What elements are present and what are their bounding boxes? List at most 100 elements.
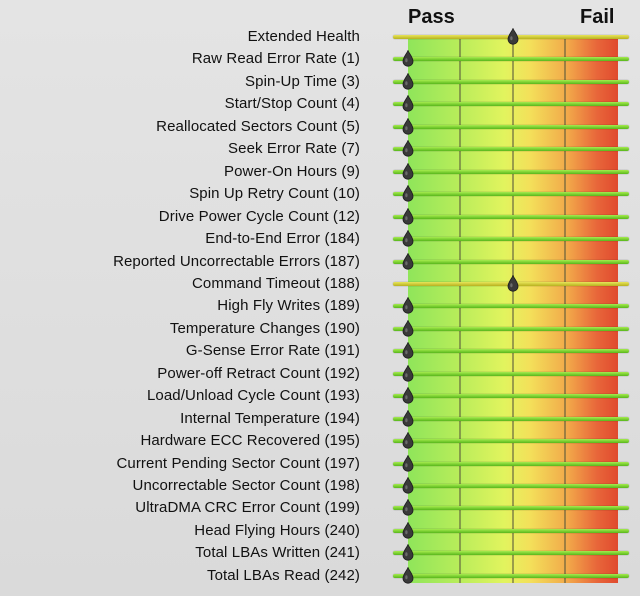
attribute-row[interactable]: UltraDMA CRC Error Count (199) [0,497,640,519]
health-bar [393,326,629,331]
drop-pin-icon [507,28,519,45]
attribute-row[interactable]: High Fly Writes (189) [0,295,640,317]
drop-pin-icon [402,387,414,404]
health-bar [393,484,629,488]
drop-pin-icon [402,544,414,561]
drop-pin-icon [402,319,414,337]
attribute-row[interactable]: Load/Unload Cycle Count (193) [0,385,640,407]
attribute-row[interactable]: Current Pending Sector Count (197) [0,453,640,475]
attribute-label: Uncorrectable Sector Count (198) [132,477,360,494]
fail-header: Fail [580,6,615,28]
drop-pin-icon [402,207,414,225]
health-bar [393,551,629,556]
drop-pin-icon [402,477,414,494]
attribute-label: Internal Temperature (194) [180,409,360,427]
attribute-row[interactable]: End-to-End Error (184) [0,228,640,250]
attribute-row[interactable]: Raw Read Error Rate (1) [0,48,640,70]
attribute-label: Head Flying Hours (240) [194,521,360,539]
attribute-row[interactable]: Extended Health [0,26,640,48]
attribute-row[interactable]: Spin-Up Time (3) [0,71,640,93]
attribute-row[interactable]: Reallocated Sectors Count (5) [0,116,640,138]
attribute-row[interactable]: Start/Stop Count (4) [0,93,640,115]
attribute-label: Total LBAs Written (241) [195,544,360,562]
attribute-row[interactable]: Command Timeout (188) [0,273,640,295]
health-bar [393,102,629,107]
attribute-row[interactable]: Total LBAs Read (242) [0,565,640,587]
attribute-row[interactable]: Head Flying Hours (240) [0,520,640,542]
attribute-row[interactable]: Reported Uncorrectable Errors (187) [0,251,640,273]
health-bar [393,573,629,578]
health-bar [393,169,629,174]
attribute-label: Raw Read Error Rate (1) [191,50,360,68]
attribute-row[interactable]: Power-off Retract Count (192) [0,363,640,385]
drop-pin-icon [402,297,414,314]
attribute-row[interactable]: Drive Power Cycle Count (12) [0,206,640,228]
health-bar [393,79,629,84]
health-bar [393,124,629,129]
drop-pin-icon [402,364,414,382]
health-bar [393,461,629,466]
health-bar [393,214,629,219]
attribute-label: High Fly Writes (189) [217,297,360,315]
health-bar [393,371,629,376]
drop-pin-icon [402,72,414,90]
health-bar [393,304,629,309]
health-bar [393,147,629,152]
drop-pin-icon [402,566,414,584]
attribute-label: G-Sense Error Rate (191) [185,342,360,360]
drop-pin-icon [402,521,414,539]
attribute-label: Spin-Up Time (3) [245,72,360,90]
attribute-label: Power-On Hours (9) [223,162,360,180]
health-bar [393,349,629,354]
attribute-label: Current Pending Sector Count (197) [116,454,360,472]
attribute-label: Load/Unload Cycle Count (193) [146,387,360,405]
attribute-row[interactable]: Power-On Hours (9) [0,161,640,183]
health-bar [393,528,629,533]
attribute-label: Spin Up Retry Count (10) [189,185,360,203]
attribute-row[interactable]: G-Sense Error Rate (191) [0,340,640,362]
attribute-label: Reported Uncorrectable Errors (187) [113,252,360,270]
health-bar [393,237,629,242]
drop-pin-icon [402,252,414,270]
attribute-label: Extended Health [247,28,360,45]
attribute-label: End-to-End Error (184) [205,230,360,248]
attribute-label: Hardware ECC Recovered (195) [140,432,360,450]
health-bar [393,259,629,264]
health-bar [393,394,629,399]
health-bar [393,416,629,421]
attribute-label: Temperature Changes (190) [169,319,360,337]
attribute-row[interactable]: Uncorrectable Sector Count (198) [0,475,640,497]
drop-pin-icon [402,140,414,157]
attribute-row[interactable]: Internal Temperature (194) [0,408,640,430]
attribute-label: Seek Error Rate (7) [228,140,360,158]
health-bar [393,506,629,511]
drop-pin-icon [402,230,414,247]
drop-pin-icon [402,162,414,180]
drop-pin-icon [402,409,414,427]
drop-pin-icon [507,274,519,292]
attribute-row[interactable]: Total LBAs Written (241) [0,542,640,564]
attribute-label: UltraDMA CRC Error Count (199) [135,499,360,517]
drop-pin-icon [402,95,414,112]
attribute-label: Start/Stop Count (4) [224,95,360,113]
drop-pin-icon [402,432,414,449]
drop-pin-icon [402,454,414,472]
drop-pin-icon [402,499,414,516]
drop-pin-icon [402,117,414,135]
gauge-gridline [459,38,461,583]
attribute-row[interactable]: Seek Error Rate (7) [0,138,640,160]
attribute-row[interactable]: Temperature Changes (190) [0,318,640,340]
drop-pin-icon [402,50,414,67]
attribute-label: Command Timeout (188) [191,274,360,292]
attribute-label: Power-off Retract Count (192) [157,364,360,382]
attribute-row[interactable]: Spin Up Retry Count (10) [0,183,640,205]
health-bar [393,57,629,62]
gauge-gridline [512,38,514,583]
drop-pin-icon [402,342,414,359]
attribute-row[interactable]: Hardware ECC Recovered (195) [0,430,640,452]
drop-pin-icon [402,185,414,202]
gauge-gridline [564,38,566,583]
attribute-label: Reallocated Sectors Count (5) [156,117,360,135]
attribute-label: Drive Power Cycle Count (12) [158,207,360,225]
